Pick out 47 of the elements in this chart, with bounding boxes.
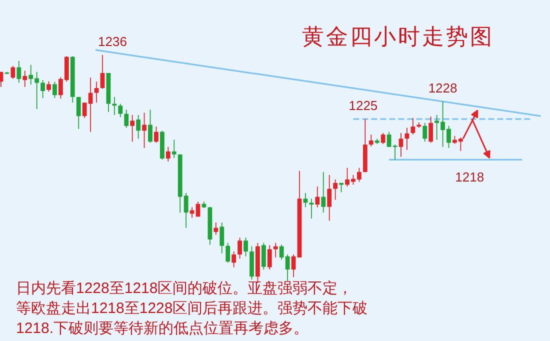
candlestick: [118, 103, 123, 118]
text: 1218.下破则要等待新的低点位置再考虑多。: [16, 320, 309, 337]
candlestick: [136, 114, 141, 140]
candlestick: [232, 251, 236, 268]
candlestick: [40, 80, 45, 99]
candlestick: [142, 112, 146, 148]
candlestick: [166, 146, 170, 162]
candlestick: [52, 81, 57, 99]
candlestick: [10, 65, 16, 80]
annotation: 1225: [348, 98, 378, 114]
candlestick: [267, 244, 272, 270]
candlestick: [238, 237, 242, 260]
candlestick: [148, 109, 152, 144]
candlestick: [244, 237, 248, 257]
candlestick: [273, 242, 278, 258]
candlestick: [154, 126, 158, 144]
candlestick: [321, 172, 326, 213]
candlestick: [410, 117, 416, 136]
text: 1236: [98, 34, 127, 49]
candlestick: [428, 116, 434, 144]
annotation: 1218: [455, 170, 484, 185]
candlestick: [368, 134, 374, 147]
candlestick: [22, 70, 28, 88]
candlestick: [130, 114, 135, 142]
candlestick: [309, 198, 314, 219]
candlestick: [327, 174, 332, 222]
text: 等欧盘走出1218至1228区间后再跟进。强势不能下破: [16, 300, 368, 317]
candlestick: [315, 186, 320, 208]
chart-title: 黄金四小时走势图: [302, 25, 494, 50]
candlestick: [226, 242, 230, 264]
candlestick: [0, 71, 4, 88]
candlestick: [333, 179, 338, 200]
candlestick: [422, 122, 428, 142]
candlestick: [124, 109, 129, 128]
candlestick: [220, 222, 224, 254]
candlestick: [380, 132, 386, 144]
annotation: 日内先看1228至1218区间的破位。亚盘强弱不定，: [16, 280, 353, 297]
candlestick: [94, 81, 99, 104]
annotation: 1228: [428, 80, 458, 96]
candlestick: [76, 96, 81, 130]
candlestick: [100, 54, 105, 90]
candlestick: [16, 60, 22, 84]
candlestick: [172, 139, 176, 159]
candlestick: [214, 222, 218, 236]
candlestick: [398, 132, 404, 158]
candlestick: [261, 242, 266, 270]
candlestick: [46, 80, 51, 92]
